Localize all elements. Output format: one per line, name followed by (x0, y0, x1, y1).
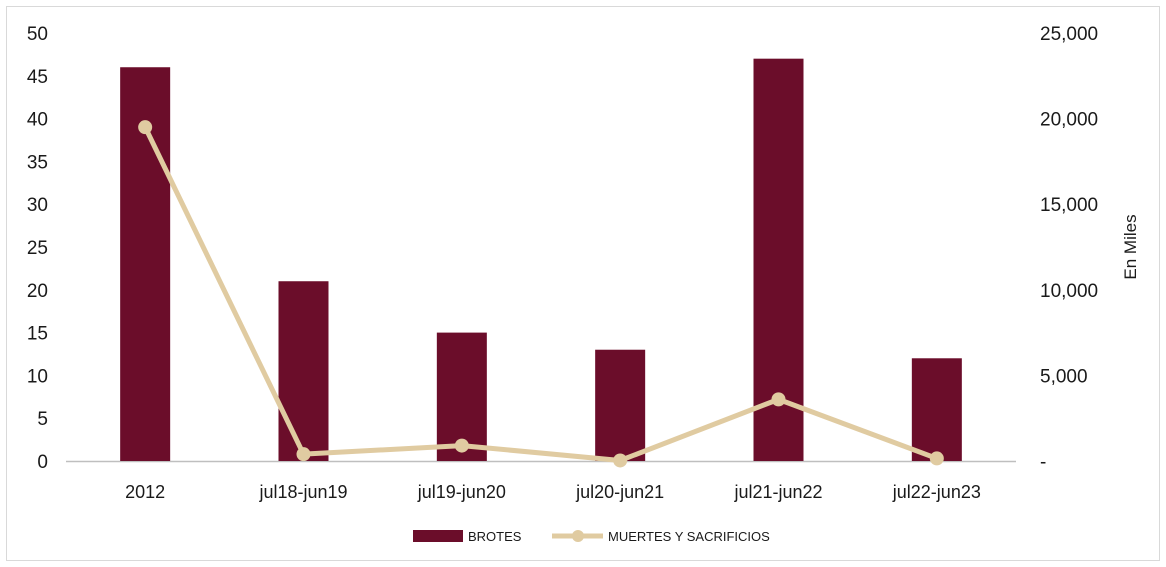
chart-frame (6, 6, 1160, 561)
left-tick-label: 50 (27, 24, 48, 45)
left-tick-label: 40 (27, 110, 48, 131)
line-point-1 (138, 120, 153, 135)
bar-6 (911, 358, 962, 461)
right-tick-label: - (1040, 452, 1046, 473)
bar-2 (278, 281, 329, 461)
line-path (142, 126, 938, 463)
x-tick-label: jul18-jun19 (258, 482, 347, 502)
right-tick-label: 20,000 (1040, 110, 1098, 131)
line-series (138, 120, 944, 468)
left-tick-label: 25 (27, 238, 48, 259)
x-tick-label: 2012 (125, 482, 165, 502)
left-tick-label: 30 (27, 195, 48, 216)
legend-line-marker (572, 530, 584, 542)
right-tick-label: 10,000 (1040, 281, 1098, 302)
line-point-4 (613, 453, 628, 468)
right-axis-label: En Miles (1121, 214, 1140, 279)
legend-bar-swatch (413, 530, 463, 542)
left-tick-label: 20 (27, 281, 48, 302)
line-point-6 (929, 451, 944, 466)
left-tick-label: 0 (37, 452, 48, 473)
legend-bar-label: BROTES (468, 529, 522, 544)
right-tick-label: 15,000 (1040, 195, 1098, 216)
right-axis-ticks: - 5,000 10,000 15,000 20,000 25,000 (1040, 24, 1098, 473)
left-axis-ticks: 0 5 10 15 20 25 30 35 40 45 50 (27, 24, 48, 473)
x-tick-label: jul19-jun20 (417, 482, 506, 502)
legend: BROTES MUERTES Y SACRIFICIOS (413, 529, 770, 544)
bar-series (120, 58, 962, 462)
legend-line-label: MUERTES Y SACRIFICIOS (608, 529, 770, 544)
line-point-2 (296, 447, 311, 462)
left-tick-label: 5 (37, 409, 48, 430)
left-tick-label: 35 (27, 152, 48, 173)
left-tick-label: 45 (27, 67, 48, 88)
left-tick-label: 15 (27, 324, 48, 345)
right-tick-label: 5,000 (1040, 366, 1088, 387)
bar-4 (595, 349, 646, 461)
x-tick-label: jul20-jun21 (575, 482, 664, 502)
line-point-5 (771, 392, 786, 407)
x-tick-label: jul22-jun23 (892, 482, 981, 502)
left-tick-label: 10 (27, 366, 48, 387)
right-tick-label: 25,000 (1040, 24, 1098, 45)
x-axis-ticks: 2012 jul18-jun19 jul19-jun20 jul20-jun21 jul… (125, 482, 981, 502)
line-point-3 (454, 438, 469, 453)
x-tick-label: jul21-jun22 (733, 482, 822, 502)
